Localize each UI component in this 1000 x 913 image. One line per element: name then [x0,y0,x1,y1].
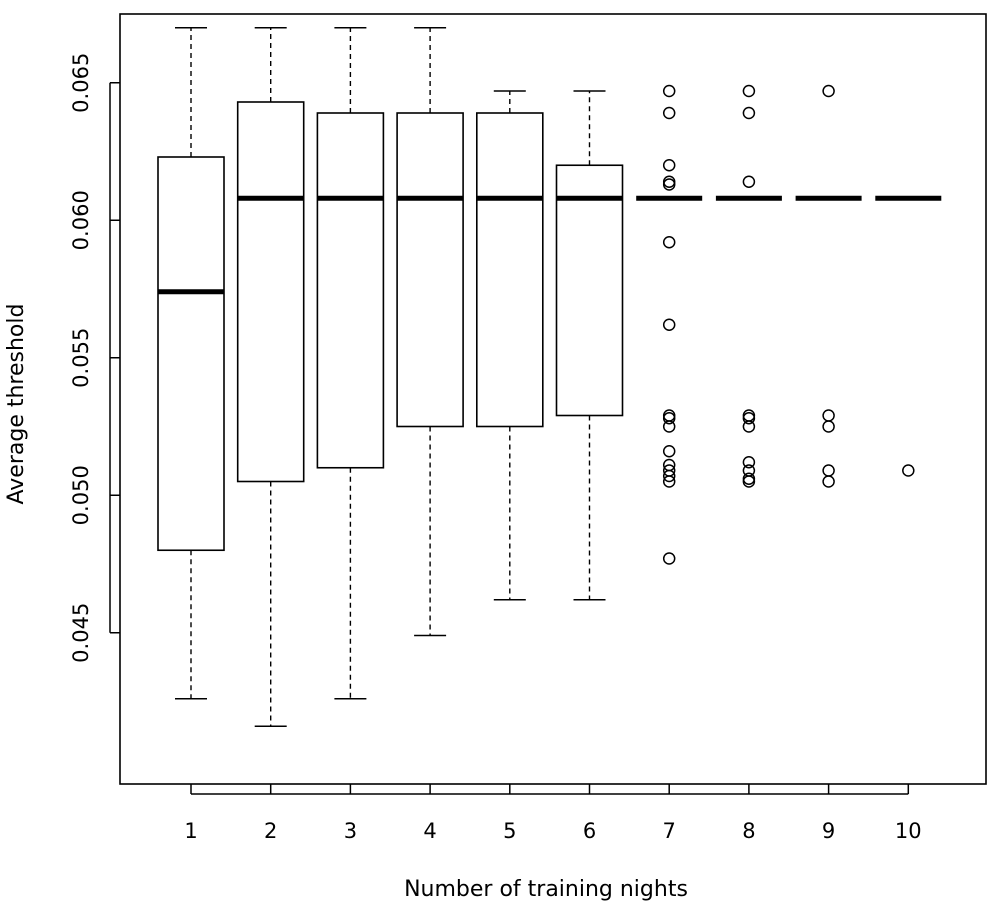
outlier-point [662,469,676,483]
iqr-box [157,156,225,552]
outlier-point [822,475,835,488]
outlier-point [662,178,676,191]
box-group-3 [316,26,385,700]
outlier-point [822,464,835,477]
x-tick-label: 5 [503,819,516,843]
boxes-layer [157,26,942,728]
box-group-8 [715,84,782,488]
x-tick-label: 6 [583,819,596,843]
x-tick-label: 7 [663,819,676,843]
outlier-point [742,456,756,469]
iqr-box [396,112,464,428]
x-tick-label: 4 [423,819,436,843]
outlier-point [662,84,676,98]
box-group-7 [636,84,703,565]
outlier-point [662,236,676,249]
outlier-point [662,412,676,425]
x-tick-label: 2 [264,819,277,843]
y-tick-label: 0.060 [69,190,93,250]
plot-frame [119,13,987,785]
outlier-point [662,318,676,331]
x-tick-label: 9 [822,819,835,843]
x-tick-label: 10 [895,819,922,843]
box-group-4 [396,26,464,637]
outlier-point [662,175,676,188]
outlier-point [662,409,676,422]
outlier-point [742,472,756,485]
outlier-point [662,420,676,433]
iqr-box [555,164,624,417]
outlier-point [822,84,835,98]
y-tick-label: 0.050 [69,465,93,525]
iqr-box [316,112,385,469]
y-tick-label: 0.065 [69,53,93,113]
outlier-point [742,420,756,433]
outlier-point [662,159,676,172]
x-axis: 1 2 3 4 5 6 7 8 9 10 [184,784,922,843]
box-group-5 [475,90,544,601]
y-tick-label: 0.045 [69,603,93,663]
box-group-10 [875,195,942,477]
iqr-box [236,101,305,483]
x-axis-label: Number of training nights [404,877,688,902]
outlier-point [742,409,756,422]
box-group-9 [795,84,862,488]
outlier-point [742,475,756,488]
box-group-1 [157,26,225,700]
outlier-point [822,409,835,422]
box-group-6 [555,90,624,601]
outlier-point [822,420,835,433]
x-tick-label: 3 [344,819,357,843]
outlier-point [662,552,676,565]
y-tick-label: 0.055 [69,328,93,388]
outlier-point [742,84,756,98]
outlier-point [662,106,676,120]
y-axis: 0.045 0.050 0.055 0.060 0.065 [69,53,120,663]
y-axis-label: Average threshold [4,304,29,505]
outlier-point [902,464,915,477]
outlier-point [742,412,756,425]
outlier-point [662,445,676,458]
outlier-point [742,106,756,120]
x-tick-label: 8 [742,819,755,843]
box-group-2 [236,26,305,728]
iqr-box [475,112,544,428]
outlier-point [662,475,676,488]
x-tick-label: 1 [184,819,197,843]
outlier-point [742,175,756,188]
